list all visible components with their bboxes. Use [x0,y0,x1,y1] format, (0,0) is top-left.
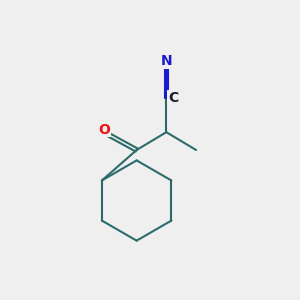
Text: N: N [160,54,172,68]
Text: O: O [98,123,110,137]
Text: C: C [168,91,178,105]
